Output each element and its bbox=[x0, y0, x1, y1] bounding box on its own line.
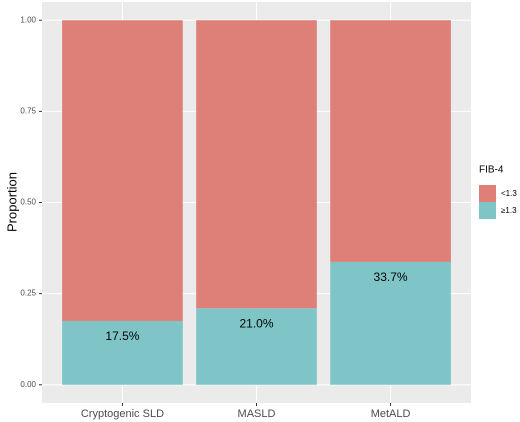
bar-segment bbox=[330, 20, 451, 262]
y-axis-title: Proportion bbox=[4, 172, 19, 232]
y-tick-label: 0.75 bbox=[20, 106, 36, 115]
y-tick-label: 0.50 bbox=[20, 198, 36, 207]
x-tick-label: MetALD bbox=[371, 408, 411, 420]
legend-label: <1.3 bbox=[501, 189, 517, 198]
bar-segment bbox=[196, 308, 317, 385]
y-tick-label: 0.25 bbox=[20, 289, 36, 298]
data-label: 33.7% bbox=[374, 270, 408, 284]
x-tick-label: MASLD bbox=[238, 408, 276, 420]
data-label: 17.5% bbox=[105, 329, 139, 343]
data-label: 21.0% bbox=[239, 316, 273, 330]
legend-key bbox=[479, 185, 496, 202]
legend-key bbox=[479, 202, 496, 219]
y-tick-label: 0.00 bbox=[20, 380, 36, 389]
bar-segment bbox=[196, 20, 317, 309]
bar-segment bbox=[62, 320, 183, 385]
y-tick-label: 1.00 bbox=[20, 15, 36, 24]
bar-segment bbox=[330, 261, 451, 385]
x-tick-label: Cryptogenic SLD bbox=[81, 408, 164, 420]
legend-label: ≥1.3 bbox=[501, 206, 517, 215]
legend-title: FIB-4 bbox=[479, 165, 504, 176]
bar-segment bbox=[62, 20, 183, 321]
